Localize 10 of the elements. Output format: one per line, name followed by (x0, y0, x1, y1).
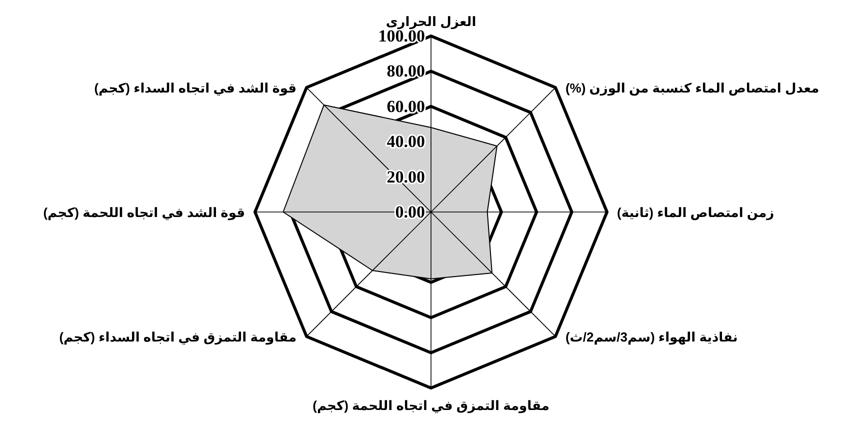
spoke-label: مقاومة التمزق في اتجاه السداء (كجم) (59, 329, 297, 346)
spoke-label: معدل امتصاص الماء كنسبة من الوزن (%) (565, 80, 820, 97)
spoke-label: قوة الشد في اتجاه السداء (كجم) (94, 80, 297, 97)
spoke-label: زمن امتصاص الماء (ثانية) (617, 205, 774, 221)
y-tick-label: 60.00 (386, 96, 425, 116)
y-tick-label: 80.00 (386, 62, 425, 81)
spoke-label: قوة الشد في اتجاه اللحمة (كجم) (43, 205, 245, 221)
spoke-label: مقاومة التمزق في اتجاه اللحمة (كجم) (312, 398, 550, 414)
spoke-label: نفاذية الهواء (سم3/سم2/ث) (565, 329, 738, 346)
y-tick-label: 40.00 (386, 132, 425, 152)
